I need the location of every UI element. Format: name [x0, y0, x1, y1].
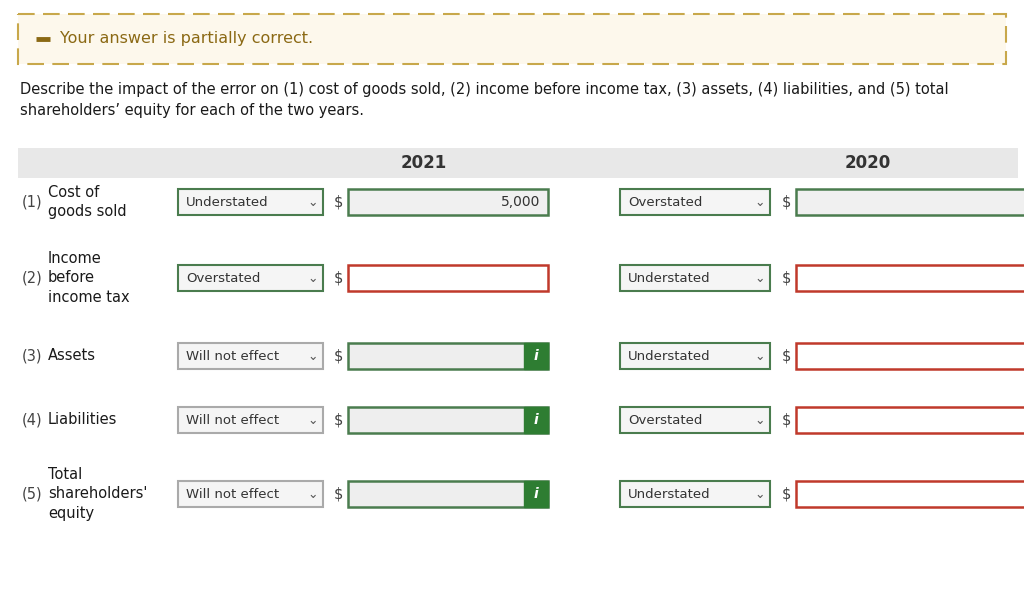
Text: Understated: Understated: [628, 349, 711, 362]
Bar: [620, 481, 770, 507]
Text: ⌄: ⌄: [754, 414, 765, 427]
Text: Understated: Understated: [628, 487, 711, 500]
Text: ⌄: ⌄: [754, 272, 765, 285]
Bar: [796, 189, 1024, 215]
Text: Cost of
goods sold: Cost of goods sold: [48, 185, 127, 220]
Text: $: $: [782, 271, 792, 285]
Bar: [620, 407, 770, 433]
Text: $: $: [334, 413, 343, 427]
Text: $: $: [334, 349, 343, 363]
Text: Will not effect: Will not effect: [186, 349, 280, 362]
Text: $: $: [782, 349, 792, 363]
Bar: [620, 343, 770, 369]
Text: $: $: [334, 271, 343, 285]
Bar: [796, 481, 1024, 507]
Text: ⌄: ⌄: [307, 272, 317, 285]
Text: ⌄: ⌄: [307, 414, 317, 427]
Text: Total
shareholders'
equity: Total shareholders' equity: [48, 466, 147, 522]
Bar: [178, 343, 323, 369]
Bar: [524, 481, 548, 507]
Text: i: i: [534, 487, 539, 501]
Text: ⌄: ⌄: [307, 488, 317, 501]
Text: 2021: 2021: [400, 154, 447, 172]
Bar: [796, 343, 1024, 369]
Bar: [178, 265, 323, 291]
Text: Overstated: Overstated: [186, 272, 260, 285]
Text: $: $: [334, 195, 343, 210]
Bar: [348, 343, 548, 369]
Text: Liabilities: Liabilities: [48, 413, 118, 427]
Bar: [178, 189, 323, 215]
Text: Will not effect: Will not effect: [186, 487, 280, 500]
Text: $: $: [782, 413, 792, 427]
Text: 5,000: 5,000: [501, 195, 540, 209]
Text: i: i: [534, 413, 539, 427]
Bar: [348, 265, 548, 291]
Text: (3): (3): [22, 349, 43, 363]
Bar: [524, 407, 548, 433]
Text: (2): (2): [22, 271, 43, 285]
Bar: [524, 343, 548, 369]
Bar: [18, 148, 1018, 178]
Text: ⌄: ⌄: [754, 197, 765, 210]
Bar: [178, 407, 323, 433]
Text: Understated: Understated: [186, 195, 268, 208]
Bar: [178, 481, 323, 507]
Text: ⌄: ⌄: [754, 350, 765, 363]
Bar: [348, 189, 548, 215]
Text: (1): (1): [22, 195, 43, 210]
Text: $: $: [782, 487, 792, 501]
Text: Understated: Understated: [628, 272, 711, 285]
Text: Your answer is partially correct.: Your answer is partially correct.: [60, 31, 313, 47]
Text: (5): (5): [22, 487, 43, 501]
Text: Overstated: Overstated: [628, 413, 702, 426]
Text: Will not effect: Will not effect: [186, 413, 280, 426]
Bar: [18, 14, 1006, 64]
Text: (4): (4): [22, 413, 43, 427]
Bar: [620, 189, 770, 215]
Text: ⌄: ⌄: [754, 488, 765, 501]
Text: Describe the impact of the error on (1) cost of goods sold, (2) income before in: Describe the impact of the error on (1) …: [20, 82, 948, 118]
Text: Income
before
income tax: Income before income tax: [48, 250, 130, 305]
Text: $: $: [782, 195, 792, 210]
Text: Overstated: Overstated: [628, 195, 702, 208]
Bar: [796, 407, 1024, 433]
Text: 2020: 2020: [845, 154, 891, 172]
Bar: [796, 265, 1024, 291]
Bar: [620, 265, 770, 291]
Text: ⌄: ⌄: [307, 197, 317, 210]
Text: ⌄: ⌄: [307, 350, 317, 363]
Text: $: $: [334, 487, 343, 501]
Text: Assets: Assets: [48, 349, 96, 363]
Text: i: i: [534, 349, 539, 363]
Bar: [348, 481, 548, 507]
Bar: [348, 407, 548, 433]
